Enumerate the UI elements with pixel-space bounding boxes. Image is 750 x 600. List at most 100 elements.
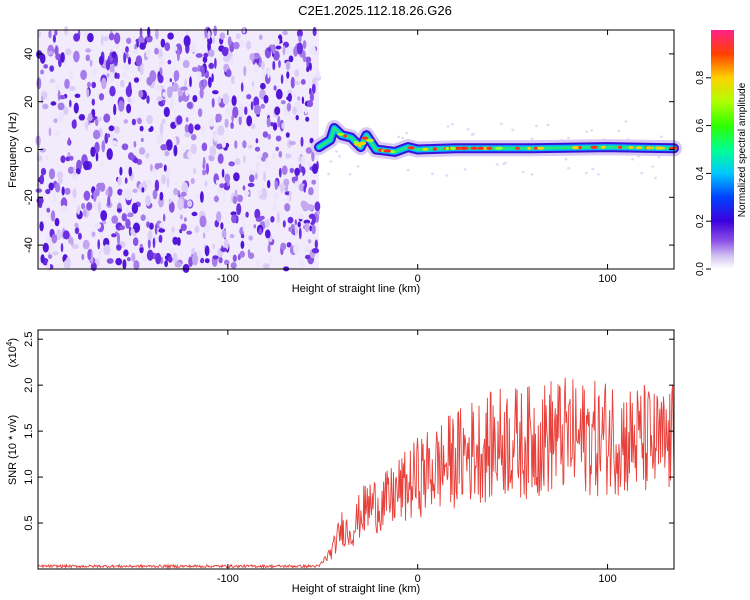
ridge-hotspot — [572, 146, 580, 150]
noise-speckle — [223, 238, 229, 251]
noise-speckle — [186, 230, 193, 235]
noise-speckle — [205, 163, 209, 175]
noise-speckle — [250, 101, 254, 111]
spectrogram-marks — [35, 25, 682, 273]
noise-speckle — [308, 62, 312, 71]
noise-speckle — [107, 133, 111, 138]
noise-speckle — [126, 207, 129, 215]
noise-speckle — [53, 193, 56, 203]
noise-speckle — [267, 244, 271, 253]
snr-panel: -100 0 100 0.5 1.0 1.5 2.0 2.5 Height of straig… — [5, 329, 675, 595]
faint-speckle — [546, 123, 550, 127]
noise-speckle — [104, 132, 109, 144]
noise-speckle — [74, 93, 81, 99]
noise-speckle — [172, 136, 177, 148]
y-tick-label: 2.0 — [23, 378, 35, 393]
noise-speckle — [212, 243, 215, 250]
figure-title: C2E1.2025.112.18.26.G26 — [298, 3, 452, 18]
faint-speckle — [472, 132, 476, 135]
noise-speckle — [277, 115, 281, 128]
snr-frame — [37, 329, 675, 570]
ridge-hotspot — [486, 146, 493, 150]
noise-speckle — [87, 32, 94, 43]
noise-speckle — [49, 65, 55, 72]
noise-speckle — [208, 62, 215, 69]
noise-speckle — [274, 180, 279, 190]
noise-speckle — [64, 187, 71, 195]
noise-speckle — [187, 150, 193, 159]
noise-speckle — [50, 101, 57, 106]
noise-speckle — [298, 35, 302, 43]
ridge-hotspot — [366, 138, 374, 143]
noise-speckle — [201, 142, 208, 152]
noise-speckle — [77, 232, 82, 240]
faint-speckle — [653, 176, 657, 180]
noise-speckle — [180, 191, 187, 197]
noise-speckle — [245, 211, 249, 218]
noise-speckle — [101, 140, 106, 153]
noise-speckle — [211, 73, 214, 83]
noise-speckle — [257, 190, 262, 196]
noise-speckle — [39, 174, 45, 185]
noise-speckle — [263, 171, 266, 182]
y-tick-label: -40 — [23, 237, 35, 253]
noise-speckle — [189, 76, 192, 88]
noise-speckle — [47, 260, 51, 272]
noise-speckle — [226, 69, 232, 78]
noise-speckle — [207, 30, 211, 40]
noise-speckle — [267, 133, 272, 140]
faint-speckle — [327, 172, 331, 176]
faint-speckle — [651, 165, 655, 168]
noise-speckle — [306, 59, 310, 69]
noise-speckle — [65, 156, 71, 162]
noise-speckle — [60, 243, 64, 253]
noise-speckle — [182, 60, 190, 69]
y-tick-label: 0 — [23, 146, 35, 152]
faint-speckle — [401, 136, 405, 140]
noise-speckle — [282, 30, 288, 36]
noise-speckle — [260, 103, 266, 109]
noise-speckle — [94, 222, 102, 230]
noise-speckle — [314, 239, 318, 249]
noise-speckle — [190, 177, 195, 185]
y-tick-label: 1.5 — [23, 423, 35, 438]
noise-speckle — [289, 140, 296, 146]
noise-speckle — [114, 43, 119, 50]
y-tick-label: 2.5 — [23, 332, 35, 347]
faint-speckle — [564, 158, 568, 161]
noise-speckle — [169, 78, 172, 83]
noise-speckle — [60, 155, 66, 163]
noise-speckle — [174, 261, 182, 268]
noise-speckle — [304, 105, 308, 115]
noise-speckle — [238, 115, 242, 126]
noise-speckle — [308, 213, 316, 219]
ridge-hotspot — [533, 146, 538, 150]
noise-speckle — [106, 148, 113, 160]
x-tick-label: 0 — [415, 573, 421, 585]
noise-speckle — [98, 247, 102, 260]
noise-speckle — [57, 102, 65, 111]
noise-speckle — [274, 106, 281, 116]
noise-speckle — [191, 247, 196, 255]
noise-speckle — [254, 146, 261, 152]
noise-speckle — [188, 256, 194, 268]
noise-speckle — [45, 155, 49, 161]
noise-speckle — [69, 155, 74, 161]
noise-speckle — [219, 183, 225, 189]
noise-speckle — [155, 252, 162, 265]
noise-speckle — [237, 194, 244, 203]
noise-speckle — [131, 202, 139, 214]
noise-speckle — [296, 29, 303, 38]
noise-speckle — [165, 139, 173, 151]
noise-speckle — [208, 117, 215, 127]
noise-speckle — [87, 112, 93, 122]
noise-speckle — [126, 103, 132, 114]
noise-speckle — [305, 147, 313, 154]
noise-speckle — [145, 152, 150, 159]
noise-speckle — [287, 93, 292, 102]
noise-speckle — [72, 243, 79, 250]
noise-speckle — [158, 56, 164, 68]
noise-speckle — [173, 45, 178, 52]
noise-speckle — [160, 38, 166, 48]
noise-speckle — [138, 35, 145, 45]
